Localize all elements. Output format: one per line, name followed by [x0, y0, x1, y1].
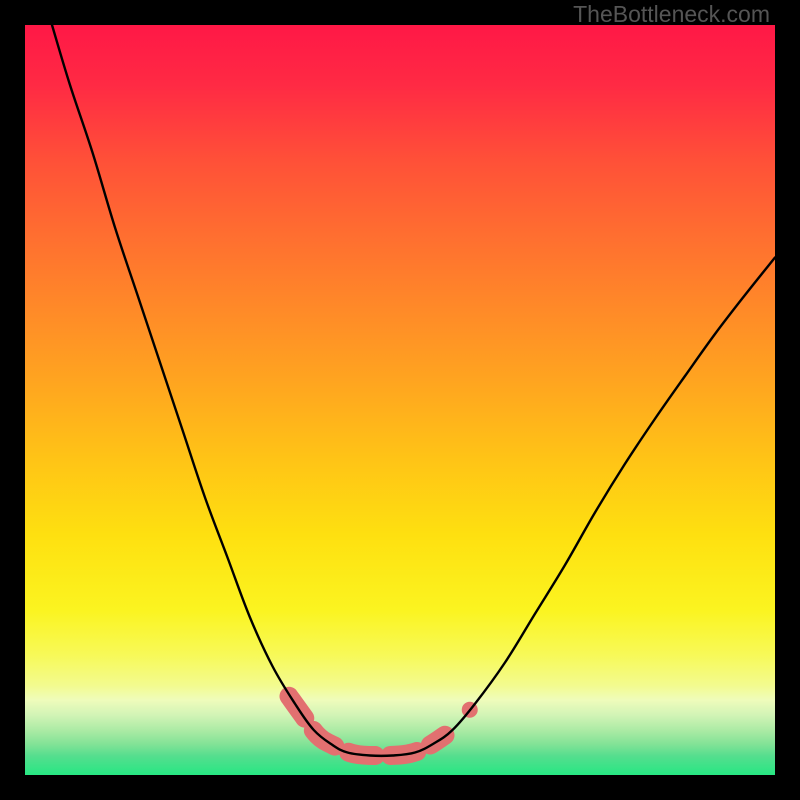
bottleneck-curve-chart: [0, 0, 800, 800]
watermark-text: TheBottleneck.com: [573, 1, 770, 28]
plot-background: [25, 25, 775, 775]
chart-frame: TheBottleneck.com: [0, 0, 800, 800]
